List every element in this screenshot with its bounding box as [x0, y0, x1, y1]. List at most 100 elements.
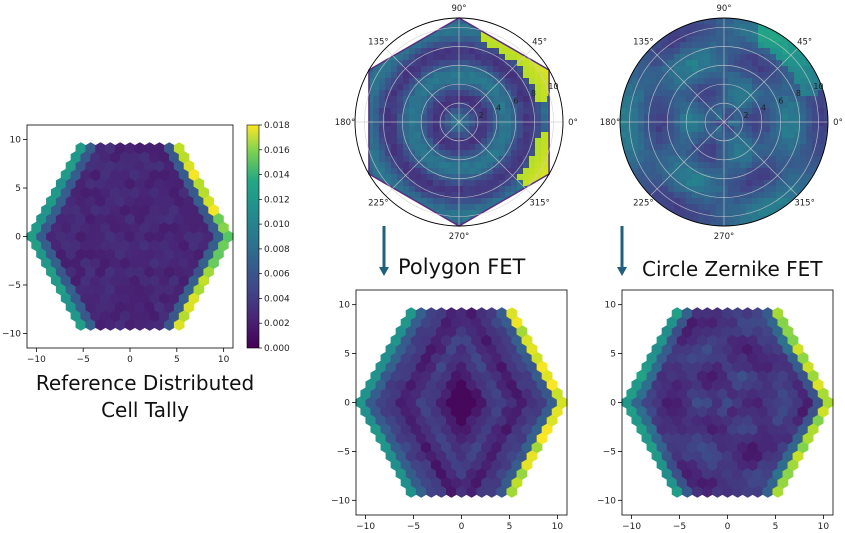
polar-cell: [517, 132, 524, 139]
polar-cell: [710, 36, 717, 43]
polar-cell: [776, 102, 783, 109]
polar-cell: [740, 66, 747, 73]
polar-cell: [644, 156, 651, 163]
polar-cell: [421, 66, 428, 73]
polar-cell: [547, 210, 550, 217]
polar-cell: [740, 126, 747, 133]
polar-cell: [403, 84, 410, 91]
pin-cell: [486, 360, 498, 374]
polar-cell: [818, 216, 825, 223]
polar-cell: [445, 192, 452, 199]
polar-cell: [499, 102, 506, 109]
pin-cell: [183, 230, 195, 243]
polar-cell: [385, 72, 392, 79]
polar-cell: [656, 132, 663, 139]
pin-cell: [737, 351, 749, 365]
pin-cell: [461, 387, 472, 400]
polar-cell: [475, 180, 482, 187]
polar-cell: [656, 186, 663, 193]
angle-label: 270°: [714, 232, 734, 242]
polar-cell: [788, 126, 795, 133]
pin-cell: [717, 351, 728, 365]
pin-cell: [85, 248, 96, 261]
polar-cell: [445, 96, 452, 103]
pin-cell: [395, 360, 407, 374]
polar-cell: [656, 192, 663, 199]
pin-cell: [446, 467, 457, 480]
polar-cell: [824, 48, 828, 55]
x-tick-label: 10: [552, 522, 564, 532]
polar-cell: [547, 54, 550, 61]
polar-cell: [656, 108, 663, 115]
polar-cell: [746, 180, 753, 187]
polar-cell: [818, 186, 825, 193]
pin-cell: [139, 256, 151, 270]
polar-cell: [728, 216, 735, 223]
polar-cell: [445, 120, 452, 127]
polar-cell: [812, 30, 819, 37]
polar-cell: [752, 132, 759, 139]
pin-cell: [400, 405, 412, 418]
polar-cell: [415, 162, 422, 169]
polar-cell: [698, 180, 705, 187]
polar-cell: [511, 36, 518, 43]
pin-cell: [415, 396, 427, 409]
pin-cell: [440, 369, 452, 383]
pin-cell: [144, 142, 155, 155]
polar-cell: [481, 180, 488, 187]
polar-cell: [559, 48, 566, 55]
pin-cell: [164, 159, 175, 173]
pin-cell: [742, 378, 754, 391]
polar-cell: [403, 222, 410, 226]
polar-cell: [481, 174, 488, 181]
polar-cell: [421, 162, 428, 169]
polar-cell: [547, 36, 550, 43]
pin-cell: [154, 318, 165, 331]
polar-cell: [368, 60, 374, 67]
polar-cell: [686, 24, 693, 31]
polar-cell: [644, 126, 651, 133]
polar-cell: [788, 24, 795, 31]
pin-cell: [203, 195, 214, 208]
polar-cell: [746, 126, 753, 133]
polar-cell: [716, 36, 723, 43]
polar-cell: [427, 114, 434, 121]
pin-cell: [807, 369, 819, 383]
polar-cell: [385, 132, 392, 139]
polar-cell: [716, 180, 723, 187]
polar-cell: [656, 222, 663, 226]
polar-cell: [746, 168, 753, 175]
polar-cell: [535, 138, 542, 145]
polar-cell: [511, 222, 518, 226]
polar-cell: [644, 18, 651, 25]
polar-cell: [746, 204, 753, 211]
polar-cell: [758, 120, 765, 127]
pin-cell: [691, 485, 703, 498]
polar-cell: [553, 192, 560, 199]
angle-label: 90°: [451, 4, 466, 14]
polar-cell: [728, 222, 735, 226]
polar-cell: [674, 156, 681, 163]
polar-cell: [373, 150, 380, 157]
polar-cell: [535, 210, 542, 217]
polar-cell: [511, 186, 518, 193]
polar-cell: [782, 168, 789, 175]
polar-cell: [499, 42, 506, 49]
polar-cell: [445, 66, 452, 73]
polar-cell: [511, 90, 518, 97]
polar-cell: [391, 174, 398, 181]
polar-frame: [619, 17, 829, 227]
pin-cell: [65, 248, 77, 261]
polar-cell: [373, 186, 380, 193]
pin-cell: [712, 307, 723, 320]
polar-cell: [710, 150, 717, 157]
polar-cell: [662, 210, 669, 217]
polar-cell: [800, 168, 807, 175]
polar-cell: [626, 84, 633, 91]
pin-cell: [777, 422, 789, 436]
polar-cell: [541, 222, 548, 226]
pin-cell: [701, 485, 713, 498]
polar-cell: [385, 84, 392, 91]
polar-cell: [433, 36, 440, 43]
polar-cell: [662, 84, 669, 91]
